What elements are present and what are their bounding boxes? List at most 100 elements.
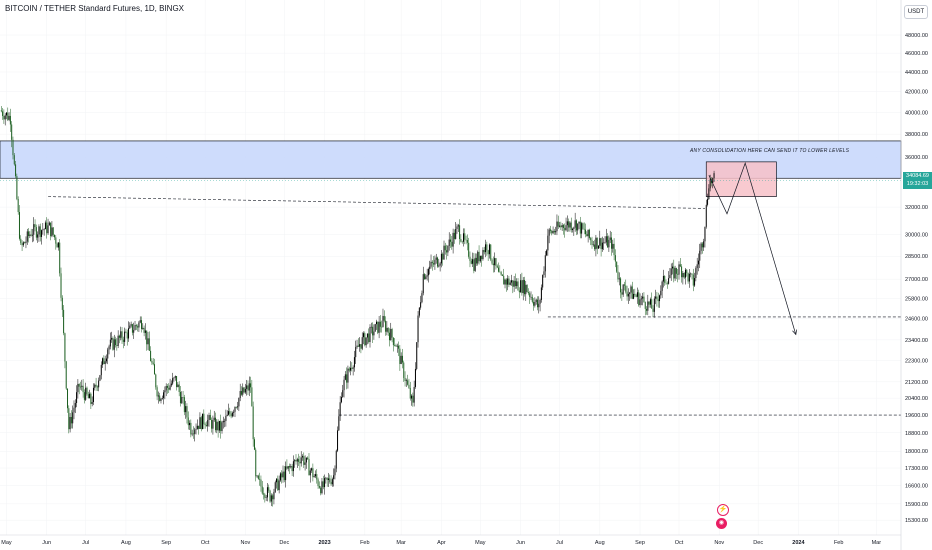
- candle-body: [505, 279, 507, 285]
- candle-body: [250, 383, 252, 388]
- candle-body: [13, 155, 15, 165]
- y-tick-label: 20400.00: [905, 396, 928, 402]
- candle-body: [474, 257, 476, 271]
- candle-body: [446, 250, 448, 253]
- candle-body: [339, 402, 341, 417]
- candle-body: [337, 430, 339, 451]
- candle-body: [79, 386, 81, 388]
- candle-body: [105, 358, 107, 362]
- candle-body: [394, 345, 396, 346]
- candle-body: [52, 227, 54, 235]
- x-tick-label: Jul: [556, 540, 563, 546]
- candle-body: [346, 374, 348, 383]
- candle-body: [553, 230, 555, 233]
- candle-body: [139, 320, 141, 323]
- candle-body: [215, 417, 217, 431]
- candle-body: [64, 333, 66, 362]
- candle-body: [636, 292, 638, 297]
- candle-body: [324, 478, 326, 488]
- candle-body: [121, 331, 123, 340]
- candle-body: [191, 433, 193, 435]
- x-tick-label: Nov: [240, 540, 250, 546]
- candle-body: [166, 385, 168, 388]
- candle-body: [605, 236, 607, 243]
- candle-body: [365, 337, 367, 346]
- candle-body: [98, 380, 100, 388]
- x-tick-label: Aug: [595, 540, 605, 546]
- candle-body: [657, 299, 659, 302]
- candle-body: [174, 375, 176, 378]
- candle-body: [73, 407, 75, 413]
- candle-body: [298, 459, 300, 462]
- candle-body: [122, 339, 124, 342]
- candle-body: [398, 345, 400, 349]
- candle-body: [695, 268, 697, 279]
- grid: [0, 0, 901, 535]
- candle-body: [422, 274, 424, 294]
- candle-body: [572, 228, 574, 231]
- candle-body: [331, 479, 333, 485]
- arrow-head: [792, 329, 797, 336]
- candle-body: [540, 287, 542, 300]
- candle-body: [17, 198, 19, 213]
- candle-body: [172, 378, 174, 384]
- candle-body: [289, 466, 291, 468]
- y-tick-label: 15300.00: [905, 518, 928, 524]
- candle-body: [265, 497, 267, 499]
- candle-body: [364, 333, 366, 346]
- candle-body: [183, 397, 185, 413]
- candle-body: [440, 253, 442, 264]
- candle-body: [83, 392, 85, 400]
- candle-body: [533, 301, 535, 306]
- candle-body: [67, 388, 69, 409]
- candle-body: [87, 394, 89, 399]
- candle-body: [488, 244, 490, 255]
- candle-body: [466, 240, 468, 243]
- candle-body: [666, 283, 668, 284]
- candle-body: [26, 231, 28, 242]
- candle-body: [692, 274, 694, 286]
- candle-body: [543, 271, 545, 276]
- candle-body: [126, 332, 128, 339]
- candle-body: [620, 278, 622, 293]
- candle-body: [590, 238, 592, 241]
- candle-body: [120, 331, 122, 338]
- chart-annotation[interactable]: ANY CONSOLIDATION HERE CAN SEND IT TO LO…: [690, 148, 850, 154]
- candle-body: [672, 266, 674, 269]
- candle-body: [243, 387, 245, 393]
- candle-body: [469, 256, 471, 261]
- candle-body: [694, 278, 696, 286]
- x-tick-label: Dec: [753, 540, 763, 546]
- candle-body: [386, 327, 388, 332]
- candle-body: [96, 386, 98, 388]
- candle-body: [381, 326, 383, 328]
- candle-body: [329, 478, 331, 482]
- candle-body: [29, 234, 31, 237]
- y-tick-label: 24600.00: [905, 317, 928, 323]
- candle-body: [128, 328, 130, 339]
- candle-body: [16, 176, 18, 199]
- candle-body: [48, 222, 50, 226]
- currency-button[interactable]: USDT: [904, 5, 928, 19]
- candle-body: [592, 244, 594, 246]
- candle-body: [131, 324, 133, 333]
- time-axis[interactable]: May Jun Jul Aug Sep Oct Nov Dec 2023 Feb Mar Apr May…: [1, 540, 881, 546]
- earnings-icon[interactable]: ◉: [716, 518, 727, 529]
- candle-body: [524, 279, 526, 295]
- price-axis[interactable]: 48000.00 46000.00 44000.00 42000.00 40000.00…: [905, 33, 928, 524]
- candle-body: [155, 374, 157, 388]
- y-tick-label: 38000.00: [905, 132, 928, 138]
- candle-body: [72, 412, 74, 424]
- candle-body: [246, 385, 248, 389]
- candle-body: [413, 386, 415, 403]
- candle-body: [272, 495, 274, 500]
- flash-icon[interactable]: ⚡: [717, 504, 729, 516]
- candle-body: [15, 164, 17, 177]
- bar-countdown: 19:32:03: [906, 181, 929, 187]
- candle-body: [50, 222, 52, 237]
- candle-body: [65, 361, 67, 389]
- candle-body: [51, 227, 53, 237]
- candle-body: [678, 264, 680, 275]
- candle-body: [82, 385, 84, 393]
